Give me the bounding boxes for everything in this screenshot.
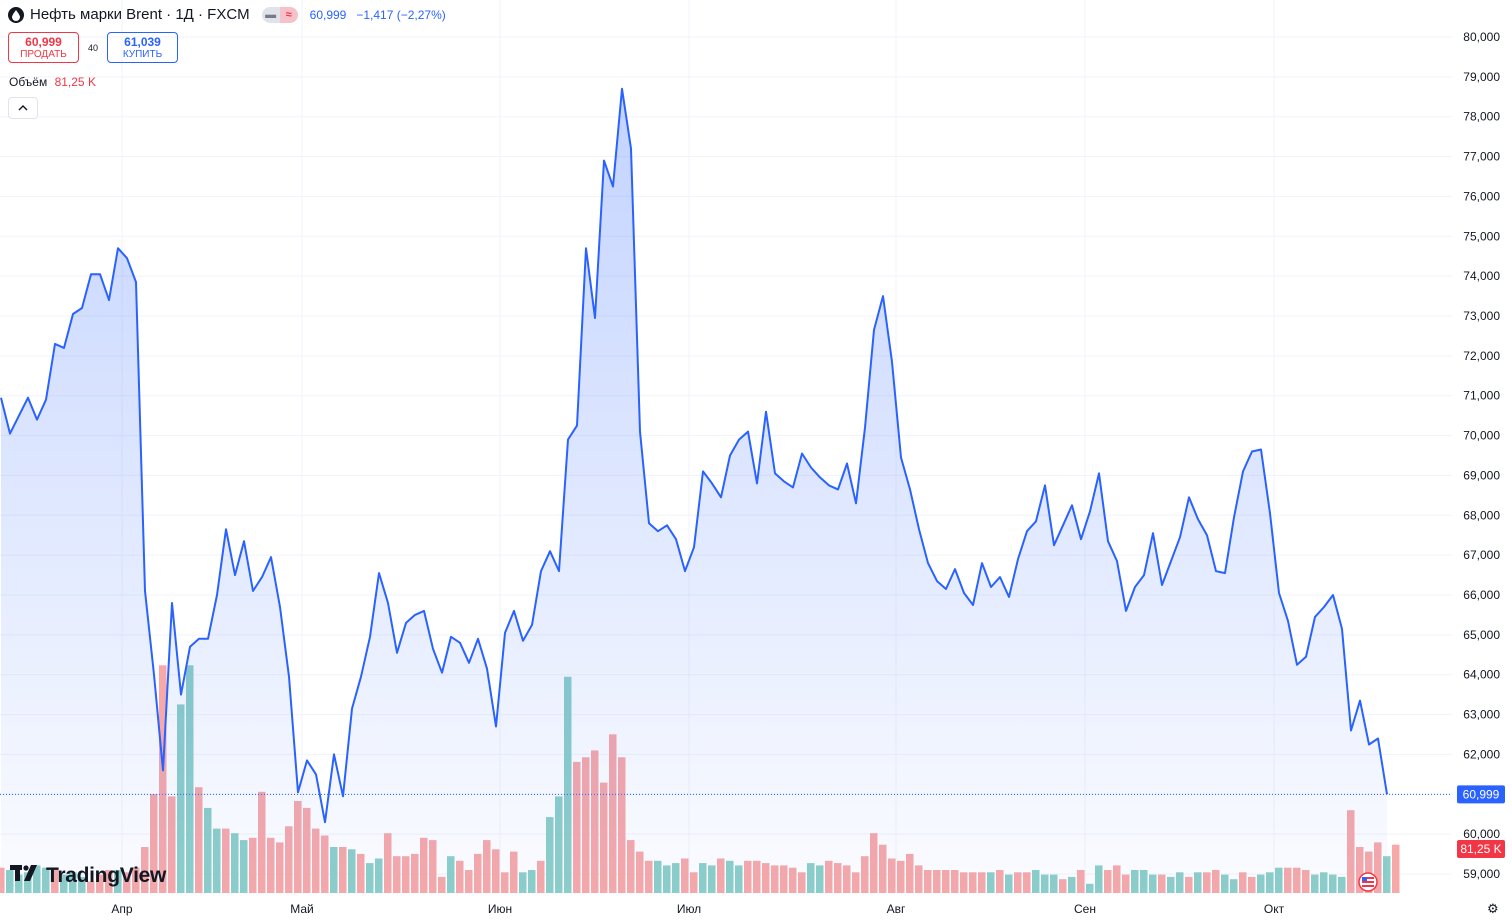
- flag-canton: [1362, 877, 1367, 881]
- buy-label: КУПИТЬ: [122, 49, 163, 60]
- symbol-title[interactable]: Нефть марки Brent · 1Д · FXCM: [30, 6, 250, 23]
- volume-marker: [1457, 840, 1505, 858]
- y-tick-label: 68,000: [1463, 508, 1500, 522]
- last-price: 60,999: [309, 7, 347, 22]
- y-tick-label: 72,000: [1463, 349, 1500, 363]
- x-tick-label: Июл: [677, 902, 701, 916]
- y-tick-label: 69,000: [1463, 468, 1500, 482]
- y-tick-label: 65,000: [1463, 628, 1500, 642]
- tradingview-wordmark: TradingView: [46, 863, 167, 887]
- y-tick-label: 63,000: [1463, 708, 1500, 722]
- y-tick-label: 80,000: [1463, 30, 1500, 44]
- tradingview-logo[interactable]: TradingView: [10, 863, 166, 888]
- sell-button[interactable]: 60,999 ПРОДАТЬ: [8, 32, 79, 63]
- price-axis[interactable]: 80,000 79,000 78,000 77,000 76,000 75,000 74,0…: [1463, 30, 1500, 881]
- y-tick-label: 64,000: [1463, 668, 1500, 682]
- y-tick-label: 74,000: [1463, 269, 1500, 283]
- oil-drop-icon: [8, 6, 24, 23]
- symbol-legend: Нефть марки Brent · 1Д · FXCM ▬ ≈ 60,999…: [8, 6, 446, 23]
- last-price-marker-label: 60,999: [1463, 787, 1500, 801]
- volume-label: Объём: [9, 75, 48, 89]
- x-tick-label: Июн: [488, 902, 512, 916]
- x-tick-label: Апр: [111, 902, 133, 916]
- tv-logo-icon: [10, 863, 40, 888]
- sell-label: ПРОДАТЬ: [20, 49, 67, 60]
- flag-stripe: [1362, 877, 1374, 879]
- axis-markers: 60,999 81,25 K: [1358, 785, 1505, 892]
- collapse-legend-button[interactable]: [8, 97, 38, 119]
- volume-marker-label: 81,25 K: [1460, 842, 1501, 856]
- chevron-up-icon: [18, 103, 28, 114]
- price-area: [1, 88, 1387, 894]
- y-tick-label: 70,000: [1463, 429, 1500, 443]
- spread-value: 40: [87, 42, 98, 53]
- x-tick-label: Сен: [1074, 902, 1096, 916]
- price-line: [0, 87, 1388, 824]
- y-tick-label: 76,000: [1463, 189, 1500, 203]
- y-tick-label: 78,000: [1463, 110, 1500, 124]
- buy-button[interactable]: 61,039 КУПИТЬ: [107, 32, 178, 63]
- price-change: −1,417 (−2,27%): [356, 7, 446, 22]
- y-tick-label: 66,000: [1463, 588, 1500, 602]
- y-tick-label: 73,000: [1463, 309, 1500, 323]
- approx-icon[interactable]: ≈: [279, 6, 298, 23]
- volume-legend: Объём 81,25 K: [9, 75, 96, 89]
- y-tick-label: 59,000: [1463, 867, 1500, 881]
- minus-icon[interactable]: ▬: [261, 6, 280, 23]
- y-tick-label: 71,000: [1463, 389, 1500, 403]
- y-tick-label: 60,000: [1463, 827, 1500, 841]
- sell-price: 60,999: [25, 35, 62, 49]
- y-tick-label: 62,000: [1463, 747, 1500, 761]
- flag-stripe: [1362, 885, 1374, 887]
- x-tick-label: Авг: [887, 902, 906, 916]
- time-axis[interactable]: Апр Май Июн Июл Авг Сен Окт: [111, 902, 1284, 916]
- volume-bar: [1392, 844, 1400, 893]
- flag-stripe: [1362, 881, 1374, 883]
- y-tick-label: 75,000: [1463, 229, 1500, 243]
- y-tick-label: 67,000: [1463, 548, 1500, 562]
- us-flag-icon: [1358, 872, 1378, 892]
- x-tick-label: Май: [290, 902, 314, 916]
- volume-value: 81,25 K: [54, 75, 96, 89]
- x-tick-label: Окт: [1264, 902, 1285, 916]
- trade-buttons: 60,999 ПРОДАТЬ 40 61,039 КУПИТЬ: [8, 32, 178, 63]
- status-pills[interactable]: ▬ ≈: [261, 6, 298, 23]
- buy-price: 61,039: [124, 35, 161, 49]
- y-tick-label: 77,000: [1463, 150, 1500, 164]
- settings-gear-icon[interactable]: ⚙: [1487, 901, 1499, 916]
- y-tick-label: 79,000: [1463, 70, 1500, 84]
- last-price-marker: [1457, 785, 1505, 804]
